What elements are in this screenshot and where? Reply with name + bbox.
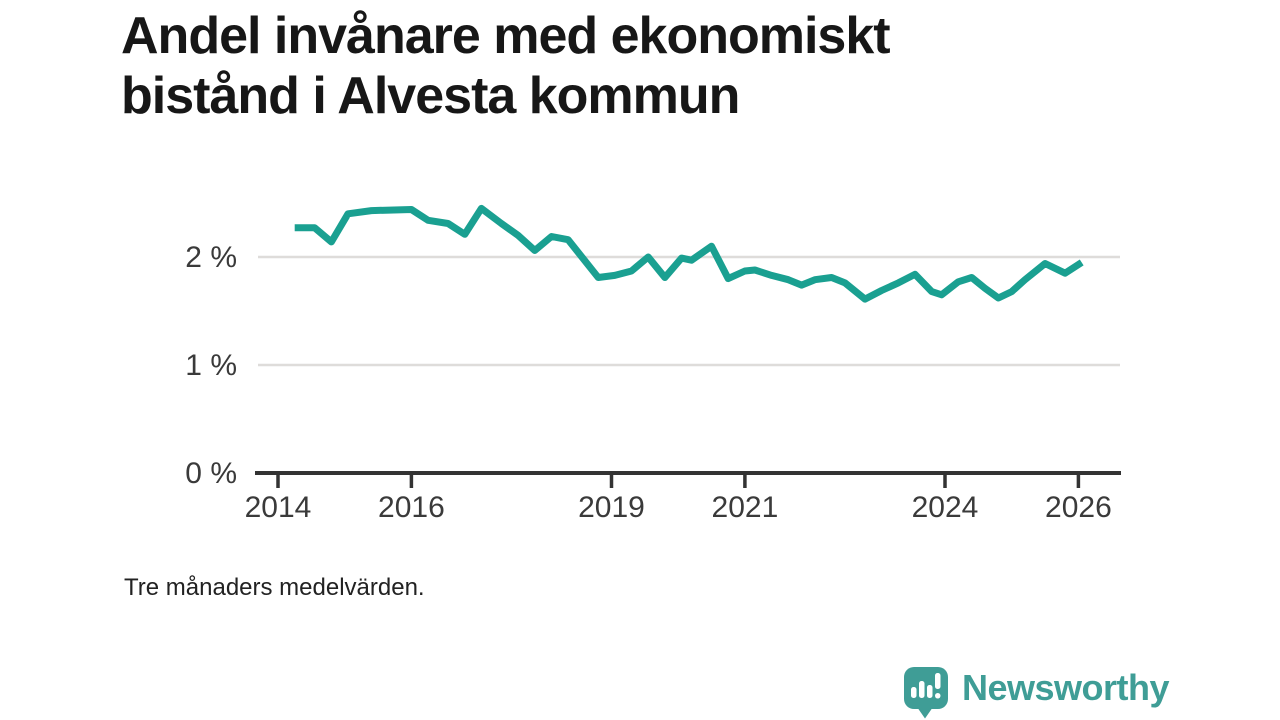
y-tick-label: 2 % <box>185 241 237 274</box>
bar-1 <box>911 687 917 698</box>
speech-bubble-tail <box>917 707 933 719</box>
chart-footnote: Tre månaders medelvärden. <box>124 574 425 601</box>
y-tick-label: 1 % <box>185 349 237 382</box>
exclamation-bar <box>935 673 941 689</box>
bar-2 <box>919 681 925 698</box>
x-tick-label: 2021 <box>712 491 779 524</box>
chart-title: Andel invånare med ekonomiskt bistånd i … <box>121 7 891 125</box>
newsworthy-logo: Newsworthy <box>902 665 1170 719</box>
y-tick-label: 0 % <box>185 457 237 490</box>
x-tick-label: 2016 <box>378 491 445 524</box>
speech-bubble-shape <box>904 667 948 709</box>
exclamation-dot <box>935 693 941 699</box>
bar-3 <box>927 685 933 698</box>
x-tick-label: 2024 <box>912 491 979 524</box>
bar-chart-exclamation-bubble-icon <box>904 667 948 719</box>
x-tick-label: 2014 <box>245 491 312 524</box>
data-line <box>294 204 1084 303</box>
newsworthy-logo-text: Newsworthy <box>962 667 1170 708</box>
x-tick-label: 2019 <box>578 491 645 524</box>
x-tick-label: 2026 <box>1045 491 1112 524</box>
